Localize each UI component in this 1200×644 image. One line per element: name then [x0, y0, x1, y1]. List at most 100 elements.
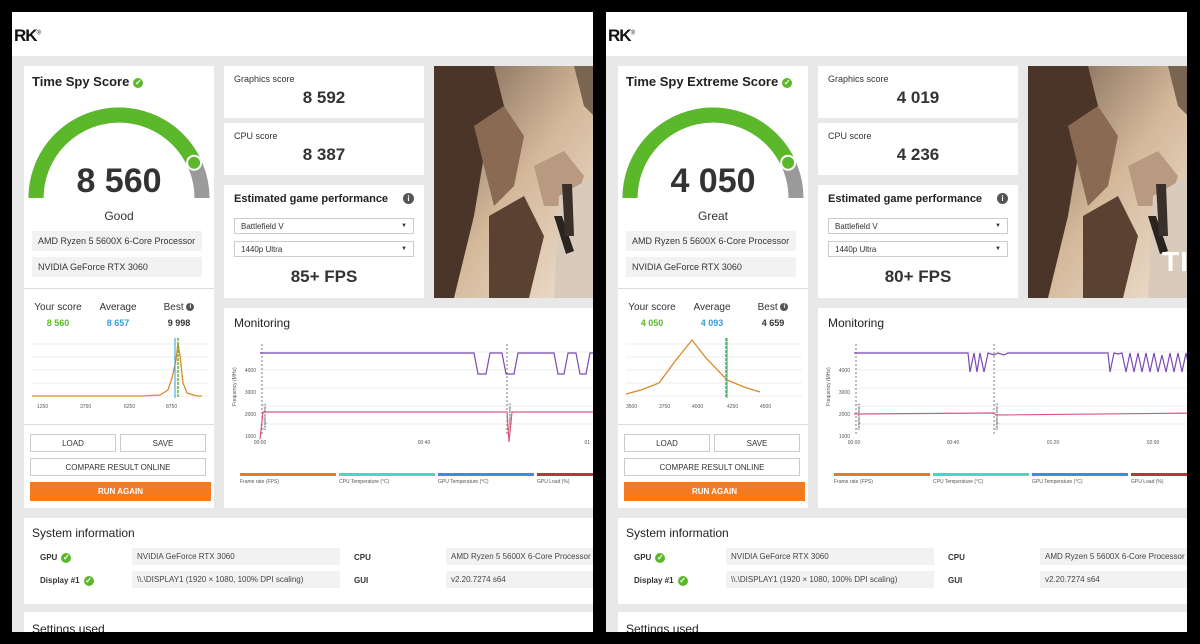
average-stat: Average 8 657 [99, 302, 137, 328]
graphics-score-label: Graphics score [828, 74, 889, 84]
monitoring-title: Monitoring [234, 316, 291, 330]
score-gauge [28, 107, 210, 199]
average-stat: Average 4 093 [693, 302, 731, 328]
load-button[interactable]: LOAD [624, 434, 710, 452]
dist-axis-tick: 4500 [760, 404, 771, 410]
system-information-card: System information GPU ✓ NVIDIA GeForce R… [24, 518, 593, 604]
sys-display-value: \\.\DISPLAY1 (1920 × 1080, 100% DPI scal… [726, 571, 934, 588]
score-title: Time Spy Extreme Score ✓ [626, 74, 793, 89]
estimated-fps: 85+ FPS [290, 267, 358, 286]
mon-x-tick: 02:00 [1147, 440, 1160, 446]
verified-check-icon: ✓ [655, 553, 666, 563]
legend-cputemp-bar [933, 473, 1029, 476]
brand-logo: RK® [14, 26, 41, 45]
graphics-score-value: 8 592 [302, 88, 346, 107]
legend-gpuload-label: GPU Load (%) [1131, 479, 1164, 485]
your-score-stat: Your score 4 050 [628, 302, 676, 328]
compare-online-button[interactable]: COMPARE RESULT ONLINE [624, 458, 800, 476]
sys-gpu-label: GPU ✓ [40, 553, 72, 563]
save-button[interactable]: SAVE [714, 434, 800, 452]
mon-y-tick: 4000 [245, 368, 256, 374]
dropdown-caret-icon: ▼ [401, 223, 407, 229]
dropdown-caret-icon: ▼ [995, 246, 1001, 252]
run-again-button[interactable]: RUN AGAIN [624, 482, 805, 501]
legend-gpuload-bar [1131, 473, 1187, 476]
mon-y-axis-label: Frequency (MHz) [826, 367, 832, 406]
load-button[interactable]: LOAD [30, 434, 116, 452]
monitoring-chart: 4000 3000 2000 1000 Frequency (MHz) 00:00 00:4… [232, 344, 593, 446]
monitoring-title: Monitoring [828, 316, 885, 330]
cpu-frequency-line [260, 352, 593, 375]
gauge-marker [186, 154, 203, 171]
verified-check-icon: ✓ [782, 77, 793, 88]
legend-cputemp-bar [339, 473, 435, 476]
save-button[interactable]: SAVE [120, 434, 206, 452]
gauge-marker [780, 154, 797, 171]
mon-y-tick: 4000 [839, 368, 850, 374]
sys-cpu-value: AMD Ryzen 5 5600X 6-Core Processor [1040, 548, 1187, 565]
settings-used-title: Settings used [32, 622, 105, 632]
cpu-frequency-line [854, 352, 1187, 373]
resolution-select[interactable]: 1440p Ultra ▼ [828, 241, 1008, 257]
artwork-title-text: TI [1162, 246, 1187, 277]
dist-axis-tick: 4250 [727, 404, 738, 410]
game-select[interactable]: Battlefield V ▼ [828, 218, 1008, 234]
mon-y-tick: 2000 [245, 412, 256, 418]
info-icon[interactable]: i [186, 303, 195, 312]
game-performance-title: Estimated game performance i [828, 193, 1008, 205]
cpu-score-value: 4 236 [896, 145, 940, 164]
system-information-title: System information [626, 526, 729, 540]
marker2-label: Graphics test 2 [507, 402, 512, 430]
mon-x-tick: 01:20 [1047, 440, 1060, 446]
cpu-name: AMD Ryzen 5 5600X 6-Core Processor [32, 231, 202, 251]
mon-y-tick: 3000 [839, 390, 850, 396]
game-select[interactable]: Battlefield V ▼ [234, 218, 414, 234]
verified-check-icon: ✓ [677, 576, 688, 586]
verified-check-icon: ✓ [61, 553, 72, 563]
dist-axis-tick: 3500 [626, 404, 637, 410]
cpu-name: AMD Ryzen 5 5600X 6-Core Processor [626, 231, 796, 251]
score-value: 4 050 [670, 162, 756, 200]
run-again-button[interactable]: RUN AGAIN [30, 482, 211, 501]
sys-display-label: Display #1 ✓ [634, 576, 688, 586]
sys-gui-value: v2.20.7274 s64 [446, 571, 593, 588]
cpu-score-card: CPU score 8 387 [224, 123, 424, 175]
sys-gpu-label: GPU ✓ [634, 553, 666, 563]
benchmark-artwork: TI [1028, 66, 1187, 298]
game-performance-title: Estimated game performance i [234, 193, 414, 205]
mon-x-tick: 00:40 [418, 440, 431, 446]
graphics-score-card: Graphics score 4 019 [818, 66, 1018, 118]
brand-logo: RK® [608, 26, 635, 45]
game-performance-card: Estimated game performance i Battlefield… [818, 185, 1018, 298]
dist-axis-tick: 4000 [692, 404, 703, 410]
dropdown-caret-icon: ▼ [401, 246, 407, 252]
score-title: Time Spy Score ✓ [32, 74, 144, 89]
score-value: 8 560 [76, 162, 162, 200]
info-icon[interactable]: i [403, 193, 414, 204]
estimated-fps: 80+ FPS [884, 267, 952, 286]
legend-gputemp-label: GPU Temperature (°C) [438, 479, 489, 485]
legend-gputemp-label: GPU Temperature (°C) [1032, 479, 1083, 485]
gpu-frequency-line [853, 412, 1187, 416]
compare-online-button[interactable]: COMPARE RESULT ONLINE [30, 458, 206, 476]
score-gauge [622, 107, 804, 199]
legend-framerate-label: Frame rate (FPS) [240, 479, 279, 485]
score-card: Time Spy Extreme Score ✓ 4 050 Great AMD … [618, 66, 808, 508]
mon-y-tick: 3000 [245, 390, 256, 396]
sys-gui-value: v2.20.7274 s64 [1040, 571, 1187, 588]
info-icon[interactable]: i [780, 303, 789, 312]
mon-x-tick: 01: [585, 440, 592, 446]
marker2-label: Graphics test 2 [994, 402, 999, 430]
monitoring-chart: 4000 3000 2000 1000 Frequency (MHz) 00:00 00:4… [826, 344, 1187, 446]
settings-used-card: Settings used [24, 612, 593, 632]
dist-curve [32, 342, 202, 397]
info-icon[interactable]: i [997, 193, 1008, 204]
resolution-select[interactable]: 1440p Ultra ▼ [234, 241, 414, 257]
top-bar: RK® [12, 12, 593, 56]
dropdown-caret-icon: ▼ [995, 223, 1001, 229]
top-bar: RK® [606, 12, 1187, 56]
monitoring-card: Monitoring 4000 3000 2000 1000 Frequency (MH… [818, 308, 1187, 508]
mon-y-tick: 2000 [839, 412, 850, 418]
verified-check-icon: ✓ [83, 576, 94, 586]
